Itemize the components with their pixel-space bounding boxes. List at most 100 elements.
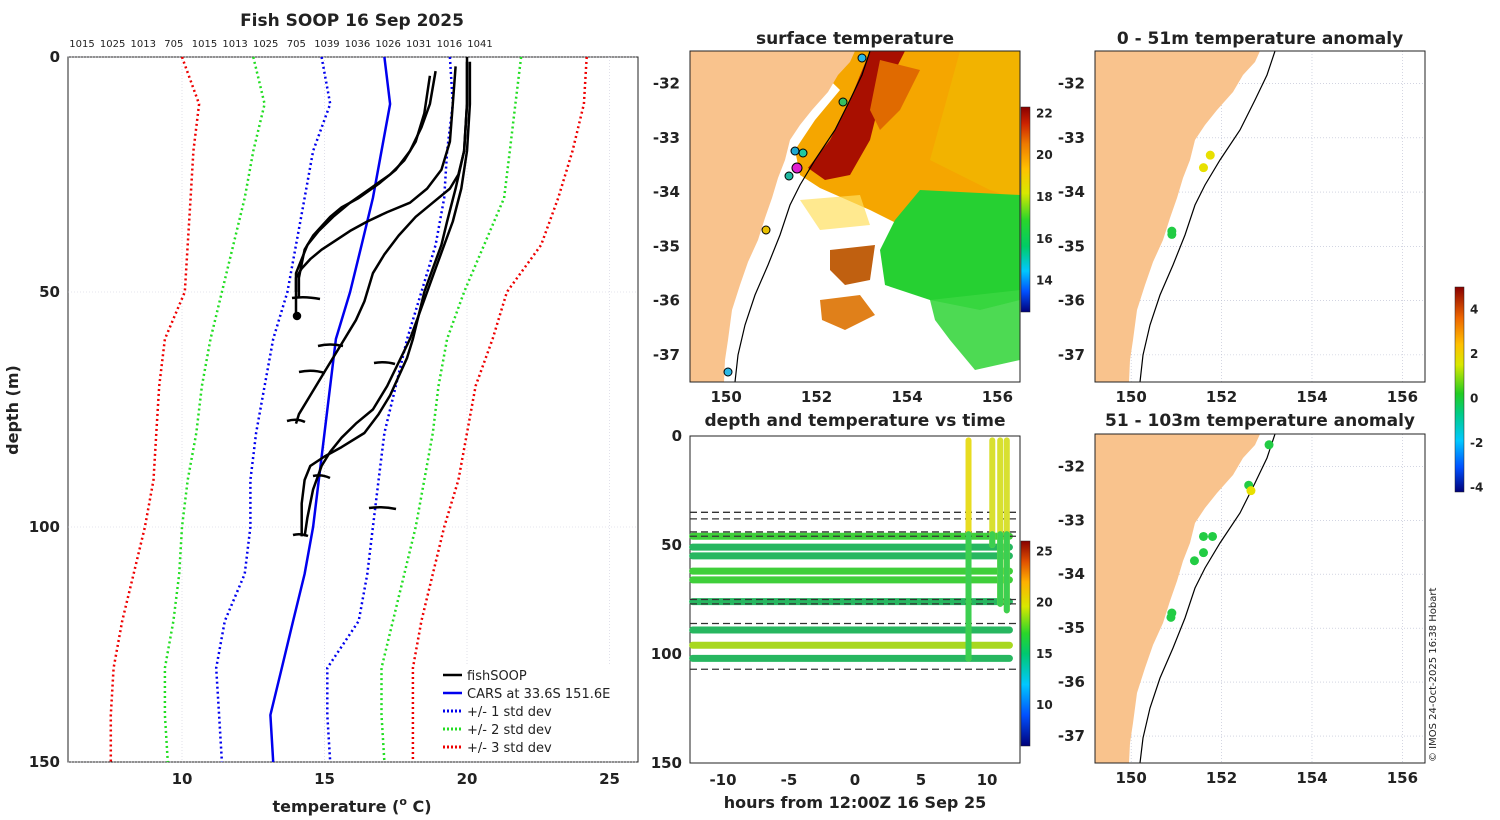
- colorbar-tick-label: 0: [1470, 391, 1478, 405]
- anom0-panel: 0 - 51m temperature anomaly 150 152 154 156…: [1058, 29, 1426, 406]
- colorbar-tick-label: 14: [1036, 274, 1053, 288]
- sst-colorbar: [1020, 106, 1031, 313]
- series--2-std-dev-low-: [163, 56, 266, 763]
- series-fishsoop-cast-e: [300, 57, 469, 537]
- colorbar-tick-label: 15: [1036, 647, 1053, 661]
- lat-tick-label: -34: [1058, 183, 1085, 201]
- anomaly-point: [1198, 531, 1208, 541]
- lon-tick-label: 154: [891, 388, 922, 406]
- anom0-map: [1095, 51, 1425, 382]
- sst-station: [761, 225, 771, 235]
- cast-id-label: 1041: [467, 39, 492, 50]
- anomaly-point: [1205, 150, 1215, 160]
- profile-panel: Fish SOOP 16 Sep 2025 1015 1025 1013 705 101…: [3, 11, 639, 816]
- anom1-ticks: 150 152 154 156 -32 -33 -34 -35 -36 -37: [1058, 457, 1418, 787]
- series-fishsoop-cast-b: [294, 75, 432, 316]
- anom1-map: [1095, 434, 1425, 763]
- cast-id-label: 1031: [406, 39, 431, 50]
- legend-box: [435, 666, 635, 760]
- lat-tick-label: -37: [653, 346, 680, 364]
- cast-id-label: 1016: [437, 39, 462, 50]
- series-fishsoop-cast-f: [303, 61, 472, 537]
- time-y-tick-label: 100: [651, 645, 682, 663]
- lat-tick-label: -32: [1058, 457, 1085, 475]
- cast-id-label: 705: [287, 39, 306, 50]
- sst-cool-water: [880, 190, 1020, 310]
- anomaly-point: [1264, 440, 1274, 450]
- profile-title: Fish SOOP 16 Sep 2025: [240, 11, 464, 31]
- profile-ticks: 10 15 20 25 0 50 100 150: [29, 48, 620, 788]
- tow-blob: [368, 505, 397, 511]
- sst-warm-water-east: [930, 51, 1020, 200]
- sst-station: [790, 146, 800, 156]
- sst-eac-edge: [870, 60, 920, 130]
- lon-tick-label: 152: [1206, 388, 1237, 406]
- legend-label-fishsoop: fishSOOP: [467, 669, 527, 684]
- colorbar-tick-label: 18: [1036, 190, 1053, 204]
- profile-lines: [109, 56, 588, 763]
- anom1-axes-box: [1094, 433, 1426, 764]
- sst-shelf-contour: [734, 51, 871, 382]
- tow-blob: [373, 360, 396, 366]
- colorbar-tick-label: 10: [1036, 698, 1053, 712]
- time-x-tick-label: -5: [781, 771, 798, 789]
- cast-id-label: 1025: [100, 39, 125, 50]
- tow-blob: [317, 343, 344, 348]
- lat-tick-label: -37: [1058, 727, 1085, 745]
- lon-tick-label: 150: [1116, 769, 1147, 787]
- sst-eddy-patch: [830, 245, 875, 285]
- legend-label-std1: +/- 1 std dev: [467, 705, 552, 720]
- sst-station: [857, 53, 867, 63]
- lat-tick-label: -36: [1058, 673, 1085, 691]
- legend-label-cars: CARS at 33.6S 151.6E: [467, 687, 610, 702]
- series-fishsoop-cast-a: [297, 70, 437, 297]
- lon-tick-label: 150: [711, 388, 742, 406]
- anomaly-point: [1208, 531, 1218, 541]
- time-y-tick-label: 0: [672, 427, 682, 445]
- time-x-tick-label: -10: [709, 771, 736, 789]
- anom0-title: 0 - 51m temperature anomaly: [1117, 29, 1403, 49]
- time-x-tick-label: 10: [977, 771, 998, 789]
- colorbar-tick-label: 25: [1036, 544, 1053, 558]
- sst-axes-box: [689, 50, 1021, 383]
- x-tick-label: 15: [314, 770, 335, 788]
- profile-axes-box: [67, 56, 639, 763]
- time-xlabel: hours from 12:00Z 16 Sep 25: [724, 793, 986, 812]
- sst-map: [690, 51, 1020, 382]
- copyright: © IMOS 24-Oct-2025 16:38 Hobart: [1428, 587, 1439, 762]
- y-tick-label: 50: [39, 283, 60, 301]
- sst-station: [784, 171, 794, 181]
- legend-label-std3: +/- 3 std dev: [467, 741, 552, 756]
- time-x-tick-label: 5: [916, 771, 926, 789]
- lon-tick-label: 154: [1296, 388, 1327, 406]
- time-colorbar-ticks: 10 15 20 25: [1036, 544, 1053, 712]
- sst-station: [791, 162, 803, 174]
- lon-tick-label: 156: [982, 388, 1013, 406]
- profile-xlabel: temperature (o C): [272, 795, 431, 816]
- y-tick-label: 100: [29, 518, 60, 536]
- time-x-tick-label: 0: [850, 771, 860, 789]
- anomaly-point: [1246, 486, 1256, 496]
- tow-blob: [312, 474, 331, 480]
- lon-tick-label: 152: [801, 388, 832, 406]
- lon-tick-label: 156: [1387, 388, 1418, 406]
- tow-blob: [298, 369, 326, 375]
- lat-tick-label: -36: [1058, 292, 1085, 310]
- lat-tick-label: -37: [1058, 346, 1085, 364]
- anom1-title: 51 - 103m temperature anomaly: [1105, 411, 1415, 431]
- anomaly-point: [1198, 548, 1208, 558]
- cast-id-label: 1013: [131, 39, 156, 50]
- sst-station: [838, 97, 848, 107]
- series--1-std-dev-high-: [326, 56, 455, 763]
- cast-id-labels: 1015 1025 1013 705 1015 1013 1025 705 1039 1036 10…: [69, 39, 492, 50]
- anom0-axes-box: [1094, 50, 1426, 383]
- cast-id-label: 1025: [253, 39, 278, 50]
- lat-tick-label: -36: [653, 292, 680, 310]
- lon-tick-label: 156: [1387, 769, 1418, 787]
- anom1-contour: [1139, 434, 1276, 763]
- sst-title: surface temperature: [756, 29, 954, 49]
- y-tick-label: 0: [50, 48, 60, 66]
- anomaly-point: [1166, 612, 1176, 622]
- lat-tick-label: -32: [653, 75, 680, 93]
